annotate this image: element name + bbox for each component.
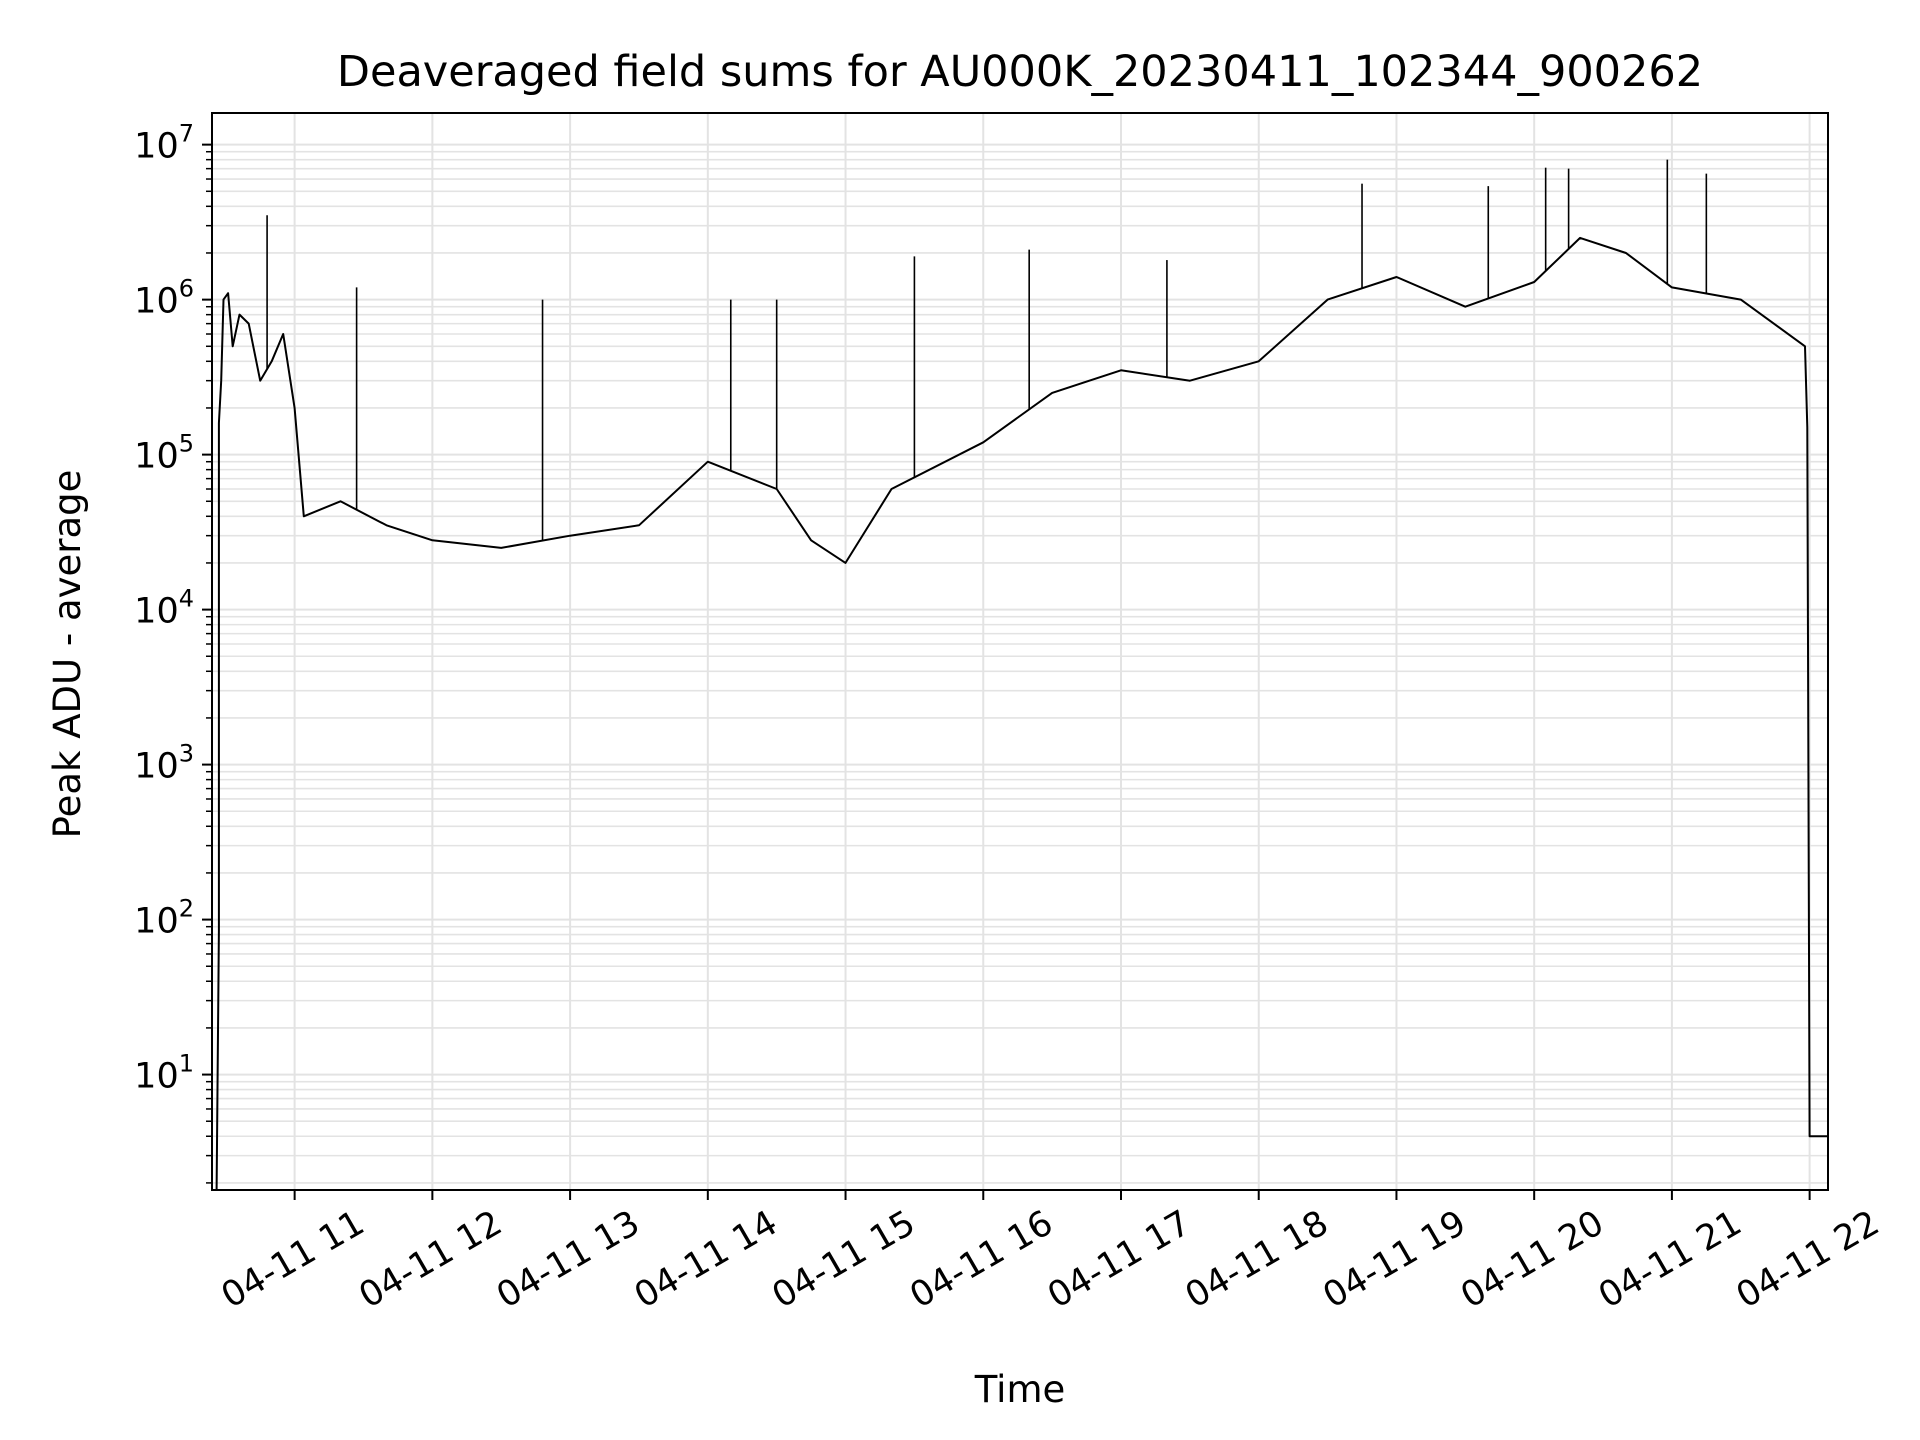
y-tick-label: 106: [134, 275, 194, 322]
y-tick-base: 10: [134, 127, 179, 167]
y-tick-exponent: 7: [179, 120, 194, 148]
y-tick-exponent: 2: [179, 895, 194, 923]
y-tick-label: 107: [134, 120, 194, 167]
x-tick-label: 04-11 11: [215, 1203, 371, 1316]
y-tick-label: 104: [134, 585, 194, 632]
y-axis-label: Peak ADU - average: [46, 470, 89, 839]
plot-frame: [211, 112, 1829, 1191]
y-tick-base: 10: [134, 747, 179, 787]
y-tick-label: 103: [134, 740, 194, 787]
y-tick-exponent: 6: [179, 275, 194, 303]
x-tick-label: 04-11 21: [1592, 1203, 1748, 1316]
y-tick-exponent: 3: [179, 740, 194, 768]
y-tick-base: 10: [134, 592, 179, 632]
x-axis-label: Time: [974, 1368, 1066, 1411]
x-tick-label: 04-11 17: [1041, 1203, 1197, 1316]
y-tick-label: 105: [134, 430, 194, 477]
x-tick-label: 04-11 22: [1730, 1203, 1886, 1316]
x-tick-label: 04-11 15: [766, 1203, 922, 1316]
x-tick-label: 04-11 19: [1317, 1203, 1473, 1316]
x-tick-label: 04-11 20: [1454, 1203, 1610, 1316]
y-tick-exponent: 5: [179, 430, 194, 458]
x-tick-label: 04-11 14: [628, 1203, 784, 1316]
y-tick-label: 101: [134, 1050, 194, 1097]
y-tick-base: 10: [134, 1057, 179, 1097]
plot-area: [215, 159, 1828, 1191]
x-tick-label: 04-11 16: [903, 1203, 1059, 1316]
x-tick-label: 04-11 12: [353, 1203, 509, 1316]
y-tick-exponent: 4: [179, 585, 194, 613]
y-tick-base: 10: [134, 282, 179, 322]
y-tick-exponent: 1: [179, 1050, 194, 1078]
x-tick-label: 04-11 18: [1179, 1203, 1335, 1316]
grid: [212, 113, 1828, 1190]
y-tick-label: 102: [134, 895, 194, 942]
chart-title: Deaveraged field sums for AU000K_2023041…: [337, 47, 1703, 97]
x-tick-label: 04-11 13: [490, 1203, 646, 1316]
series-line: [215, 236, 1828, 1191]
y-tick-base: 10: [134, 437, 179, 477]
y-tick-base: 10: [134, 902, 179, 942]
